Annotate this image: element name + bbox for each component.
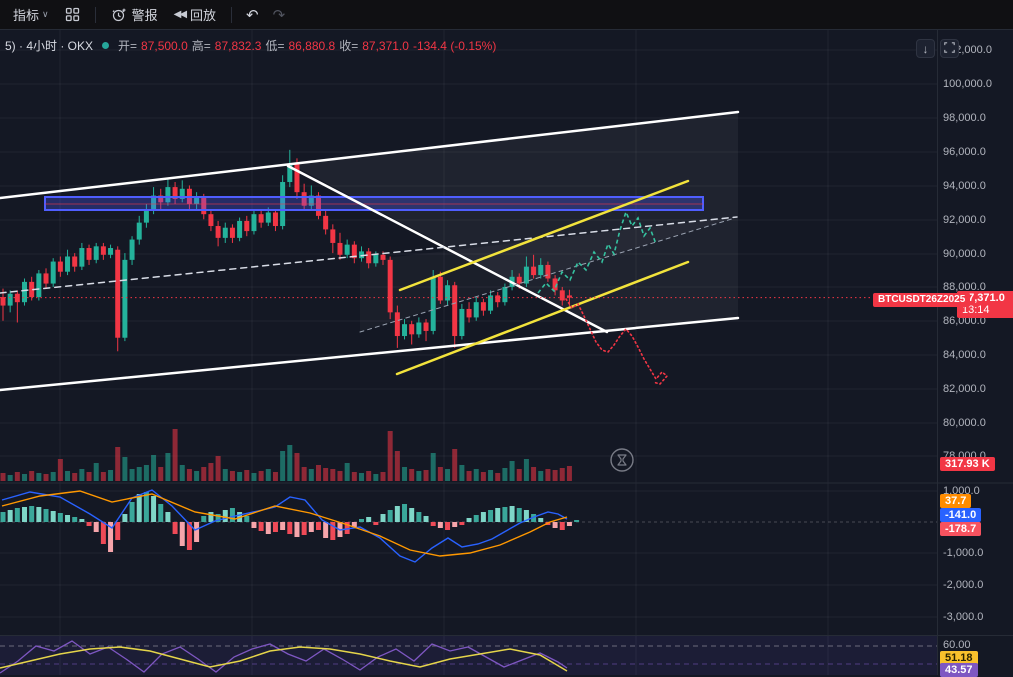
arrow-down-icon: ↓ <box>922 41 929 56</box>
rewind-icon: ◀◀ <box>173 9 187 20</box>
market-status-dot-icon <box>102 42 110 49</box>
undo-button[interactable]: ↶ <box>240 4 265 26</box>
descending-trendline[interactable] <box>286 164 609 334</box>
alarm-clock-icon <box>111 7 127 23</box>
kdj-k-badge: 51.18 <box>940 651 978 665</box>
kdj-d-badge: 43.57 <box>940 663 978 677</box>
channel-upper-trendline[interactable] <box>0 110 740 200</box>
kdj-lines <box>0 640 568 674</box>
dashed-trendline-minor[interactable] <box>359 217 736 333</box>
candlestick-series <box>0 149 572 352</box>
redo-button[interactable]: ↷ <box>267 4 292 26</box>
symbol-price-label-badge: BTCUSDT26Z2025 <box>873 293 971 307</box>
redo-icon: ↷ <box>272 6 286 24</box>
grid-layout-icon <box>65 7 80 22</box>
indicators-button[interactable]: 指标 ∨ <box>6 2 56 27</box>
top-toolbar: 指标 ∨ 警报 ◀◀ 回放 ↶ ↷ <box>0 0 1013 30</box>
axis-tick-label: -2,000.0 <box>943 579 984 591</box>
axis-tick-label: -3,000.0 <box>943 611 984 623</box>
high-label: 高= <box>191 39 211 53</box>
alerts-label: 警报 <box>131 8 158 23</box>
macd-lines <box>1 489 568 563</box>
yellow-channel-upper-trendline[interactable] <box>398 179 690 292</box>
replay-label: 回放 <box>190 8 217 23</box>
bar-countdown: 13:14 <box>962 304 990 316</box>
alerts-button[interactable]: 警报 <box>104 2 165 27</box>
channel-lower-trendline[interactable] <box>0 316 740 392</box>
scroll-to-recent-button[interactable]: ↓ <box>916 39 935 58</box>
chart-legend: 5) · 4小时 · OKX 开= 87,500.0 高= 87,832.3 低= 8… <box>5 37 496 54</box>
replay-button[interactable]: ◀◀ 回放 <box>167 2 223 27</box>
macd-signal-badge: -178.7 <box>940 522 982 536</box>
trend-channel-fill <box>288 111 738 331</box>
indicators-label: 指标 <box>13 8 40 23</box>
toolbar-divider <box>94 6 96 23</box>
change-value: -134.4 (-0.15%) <box>412 38 497 53</box>
axis-tick-label: 90,000.0 <box>943 248 986 260</box>
macd-hist-badge: 37.7 <box>940 494 972 508</box>
axis-tick-label: 96,000.0 <box>943 146 986 158</box>
price-axis[interactable] <box>937 30 1013 675</box>
resistance-zone-box[interactable] <box>44 196 704 211</box>
bullish-projection-path[interactable] <box>537 209 657 294</box>
axis-tick-label: 100,000.0 <box>943 78 992 90</box>
reset-view-button[interactable] <box>940 39 959 58</box>
countdown-hourglass-icon <box>610 448 634 472</box>
volume-value-badge: 317.93 K <box>940 457 995 471</box>
axis-tick-label: -1,000.0 <box>943 547 984 559</box>
chart-background <box>0 30 1013 675</box>
axis-tick-label: 82,000.0 <box>943 383 986 395</box>
axis-tick-label: 60.00 <box>943 639 971 651</box>
last-price-value: 87,371.0 <box>962 292 1005 304</box>
close-value: 87,371.0 <box>362 38 409 53</box>
yellow-channel-lower-trendline[interactable] <box>395 260 690 376</box>
axis-tick-label: 98,000.0 <box>943 112 986 124</box>
low-label: 低= <box>265 39 285 53</box>
bearish-projection-path[interactable] <box>565 298 669 385</box>
maximize-icon <box>944 41 955 56</box>
undo-icon: ↶ <box>246 6 259 24</box>
open-value: 87,500.0 <box>141 38 188 53</box>
close-label: 收= <box>339 39 359 53</box>
toolbar-divider <box>231 6 233 23</box>
dashed-trendline-main[interactable] <box>0 216 738 294</box>
volume-series <box>0 429 572 481</box>
macd-line-badge: -141.0 <box>940 508 982 522</box>
axis-tick-label: 92,000.0 <box>943 214 986 226</box>
layout-grid-button[interactable] <box>58 4 87 25</box>
axis-tick-label: 86,000.0 <box>943 315 986 327</box>
axis-tick-label: 88,000.0 <box>943 281 986 293</box>
axis-tick-label: 80,000.0 <box>943 417 986 429</box>
open-label: 开= <box>118 39 138 53</box>
chevron-down-icon: ∨ <box>42 9 49 19</box>
axis-tick-label: 94,000.0 <box>943 180 986 192</box>
low-value: 86,880.8 <box>288 38 336 53</box>
axis-tick-label: 84,000.0 <box>943 349 986 361</box>
pane-separator[interactable] <box>0 482 1013 636</box>
symbol-interval-text[interactable]: 5) · 4小时 · OKX <box>5 39 94 53</box>
high-value: 87,832.3 <box>214 38 262 53</box>
